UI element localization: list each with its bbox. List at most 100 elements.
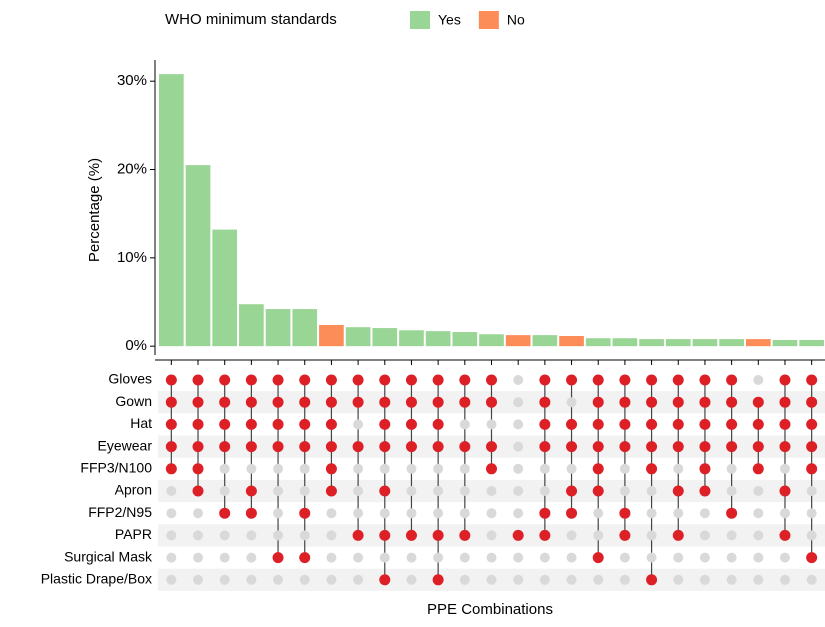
empty-dot [219, 486, 230, 496]
empty-dot [353, 574, 364, 585]
legend-swatch [410, 11, 430, 29]
member-dot [699, 485, 711, 497]
member-dot [592, 552, 604, 564]
member-dot [699, 441, 711, 453]
bar [719, 339, 744, 347]
empty-dot [566, 530, 577, 541]
bar [585, 338, 611, 347]
empty-dot [619, 486, 630, 496]
empty-dot [646, 486, 657, 496]
member-dot [432, 529, 444, 541]
empty-dot [806, 574, 817, 585]
member-dot [432, 374, 444, 386]
member-dot [779, 396, 791, 408]
member-dot [245, 485, 257, 497]
bar [479, 334, 504, 347]
bar [452, 332, 478, 347]
member-dot [379, 374, 391, 386]
member-dot [752, 418, 764, 430]
set-label: PAPR [115, 526, 152, 542]
empty-dot [539, 552, 550, 563]
empty-dot [273, 508, 284, 519]
empty-dot [193, 508, 204, 519]
empty-dot [593, 574, 604, 585]
member-dot [192, 374, 204, 386]
empty-dot [219, 552, 230, 563]
set-label: Plastic Drape/Box [41, 571, 152, 587]
empty-dot [539, 574, 550, 585]
member-dot [619, 418, 631, 430]
member-dot [726, 507, 738, 519]
member-dot [165, 441, 177, 453]
empty-dot [406, 463, 417, 474]
member-dot [325, 418, 337, 430]
empty-dot [459, 552, 470, 563]
empty-dot [513, 486, 524, 496]
member-dot [432, 418, 444, 430]
empty-dot [459, 574, 470, 585]
member-dot [459, 529, 471, 541]
empty-dot [673, 508, 684, 519]
member-dot [299, 396, 311, 408]
member-dot [566, 485, 578, 497]
member-dot [619, 529, 631, 541]
empty-dot [699, 530, 710, 541]
member-dot [619, 507, 631, 519]
bar [185, 165, 211, 347]
member-dot [459, 396, 471, 408]
member-dot [592, 418, 604, 430]
empty-dot [326, 508, 337, 519]
member-dot [245, 441, 257, 453]
empty-dot [433, 552, 444, 563]
empty-dot [406, 508, 417, 519]
member-dot [672, 529, 684, 541]
empty-dot [593, 508, 604, 519]
empty-dot [513, 397, 524, 408]
set-label: Eyewear [98, 437, 153, 453]
empty-dot [619, 552, 630, 563]
member-dot [432, 441, 444, 453]
empty-dot [779, 508, 790, 519]
member-dot [752, 463, 764, 475]
member-dot [726, 441, 738, 453]
member-dot [699, 396, 711, 408]
empty-dot [726, 574, 737, 585]
empty-dot [566, 552, 577, 563]
empty-dot [273, 486, 284, 496]
member-dot [566, 507, 578, 519]
bar [239, 304, 264, 347]
member-dot [272, 396, 284, 408]
set-label: Apron [115, 482, 152, 498]
member-dot [405, 529, 417, 541]
bar [612, 338, 638, 347]
member-dot [806, 552, 818, 564]
member-dot [566, 374, 578, 386]
empty-dot [486, 530, 497, 541]
member-dot [299, 418, 311, 430]
member-dot [779, 418, 791, 430]
member-dot [192, 441, 204, 453]
empty-dot [753, 486, 764, 496]
bar [425, 331, 451, 347]
empty-dot [433, 463, 444, 474]
empty-dot [513, 441, 524, 452]
member-dot [512, 529, 524, 541]
empty-dot [646, 508, 657, 519]
member-dot [646, 418, 658, 430]
member-dot [486, 463, 497, 475]
member-dot [726, 396, 738, 408]
empty-dot [433, 486, 444, 496]
empty-dot [459, 508, 470, 519]
member-dot [806, 441, 818, 453]
legend-label: No [507, 12, 525, 28]
member-dot [752, 441, 764, 453]
empty-dot [219, 530, 230, 541]
member-dot [405, 441, 417, 453]
empty-dot [513, 375, 524, 385]
bar [745, 339, 771, 347]
member-dot [779, 529, 791, 541]
member-dot [672, 441, 684, 453]
empty-dot [806, 486, 817, 496]
member-dot [192, 418, 204, 430]
member-dot [646, 396, 658, 408]
